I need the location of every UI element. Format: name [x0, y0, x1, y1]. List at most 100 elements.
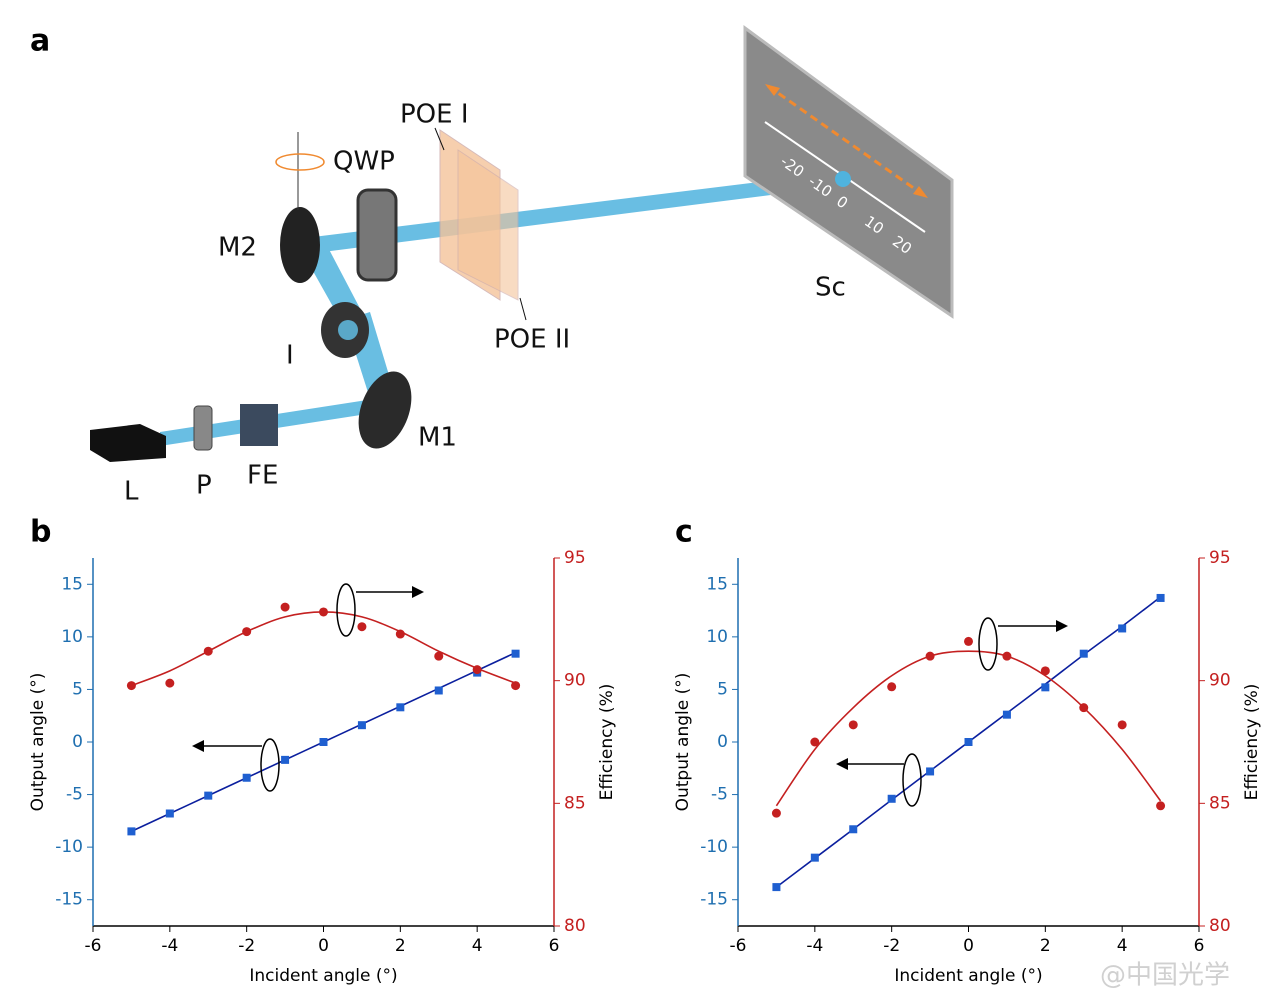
y2-tick-label: 95 — [1209, 548, 1231, 568]
y-tick-label: 10 — [61, 627, 83, 647]
x-axis-label: Incident angle (°) — [249, 966, 397, 986]
data-point — [165, 809, 174, 818]
data-point — [242, 773, 251, 782]
data-point — [127, 827, 136, 836]
data-point — [242, 627, 252, 637]
x-axis-label: Incident angle (°) — [894, 966, 1042, 986]
data-point — [1156, 593, 1165, 602]
x-tick-label: -4 — [161, 936, 178, 956]
y-tick-label: 0 — [717, 732, 728, 752]
x-tick-label: 4 — [1117, 936, 1128, 956]
y2-tick-label: 95 — [564, 548, 586, 568]
polarizer — [193, 405, 213, 451]
data-point — [319, 607, 328, 617]
y2-tick-label: 85 — [1209, 793, 1231, 813]
arrow-head — [836, 758, 848, 770]
y-tick-label: -5 — [711, 785, 728, 805]
data-point — [396, 703, 405, 712]
data-point — [925, 651, 935, 661]
y2-axis-label: Efficiency (%) — [1242, 684, 1262, 801]
label: Sc — [815, 273, 846, 303]
y-tick-label: 0 — [72, 732, 83, 752]
x-tick-label: 4 — [472, 936, 483, 956]
data-point — [926, 767, 935, 776]
data-point — [280, 602, 290, 612]
data-point — [1079, 649, 1088, 658]
data-point — [810, 853, 819, 862]
y-tick-label: 5 — [717, 679, 728, 699]
data-point — [511, 649, 520, 658]
leader — [519, 297, 527, 321]
data-point — [810, 737, 820, 747]
data-point — [1002, 710, 1011, 719]
data-point — [771, 808, 781, 818]
y2-axis-label: Efficiency (%) — [597, 684, 617, 801]
data-point — [1041, 683, 1050, 692]
data-point — [1156, 801, 1166, 811]
data-point — [357, 622, 367, 632]
mirror-2 — [280, 207, 320, 283]
arrow-head — [913, 186, 928, 198]
data-point — [887, 682, 897, 692]
label: P — [196, 471, 212, 501]
y-tick-label: -15 — [700, 890, 728, 910]
y-tick-label: -5 — [66, 785, 83, 805]
data-point — [434, 686, 443, 695]
annotation-ellipse — [978, 617, 998, 671]
fit-line — [131, 611, 516, 687]
label: M2 — [218, 233, 257, 263]
label: M1 — [418, 423, 457, 453]
y-tick-label: 15 — [706, 574, 728, 594]
data-point — [964, 636, 973, 646]
panel-label: b — [30, 515, 51, 550]
panel-label: c — [675, 515, 693, 550]
fit-line — [775, 650, 1162, 807]
label: POE I — [400, 100, 469, 130]
data-point — [1118, 624, 1127, 633]
x-tick-label: -6 — [730, 936, 747, 956]
x-tick-label: 0 — [963, 936, 974, 956]
data-point — [281, 755, 290, 764]
data-point — [357, 721, 366, 730]
annotation-ellipse — [336, 583, 356, 637]
data-point — [511, 681, 521, 691]
qwp — [356, 188, 398, 282]
poe-2 — [457, 149, 519, 301]
data-point — [319, 738, 328, 746]
arrow-head — [192, 740, 204, 752]
label: I — [286, 341, 294, 371]
y2-tick-label: 80 — [1209, 916, 1231, 936]
y2-tick-label: 90 — [1209, 671, 1231, 691]
y2-tick-label: 90 — [564, 671, 586, 691]
data-point — [472, 665, 482, 675]
data-point — [204, 791, 213, 800]
data-point — [772, 883, 781, 892]
annotation-ellipse — [260, 738, 280, 792]
y-axis-label: Output angle (°) — [673, 673, 693, 812]
panel-label: a — [30, 24, 50, 59]
data-point — [1040, 666, 1050, 676]
label: QWP — [333, 147, 395, 177]
y-tick-label: -10 — [700, 837, 728, 857]
x-tick-label: 6 — [1194, 936, 1205, 956]
arrow-head — [1056, 620, 1068, 632]
y-tick-label: 10 — [706, 627, 728, 647]
arrow-head — [412, 586, 424, 598]
iris-aperture — [338, 320, 358, 340]
data-point — [395, 629, 405, 639]
data-point — [1002, 651, 1012, 661]
data-point — [849, 825, 858, 834]
annotation-ellipse — [902, 753, 922, 807]
screen — [743, 25, 954, 319]
y-axis-label: Output angle (°) — [28, 673, 48, 812]
laser — [90, 424, 166, 462]
data-point — [1079, 703, 1089, 713]
y2-tick-label: 80 — [564, 916, 586, 936]
x-tick-label: -4 — [806, 936, 823, 956]
x-tick-label: 6 — [549, 936, 560, 956]
data-point — [887, 794, 896, 803]
data-point — [1117, 720, 1127, 730]
label: L — [124, 477, 139, 507]
x-tick-label: 0 — [318, 936, 329, 956]
x-tick-label: 2 — [395, 936, 406, 956]
